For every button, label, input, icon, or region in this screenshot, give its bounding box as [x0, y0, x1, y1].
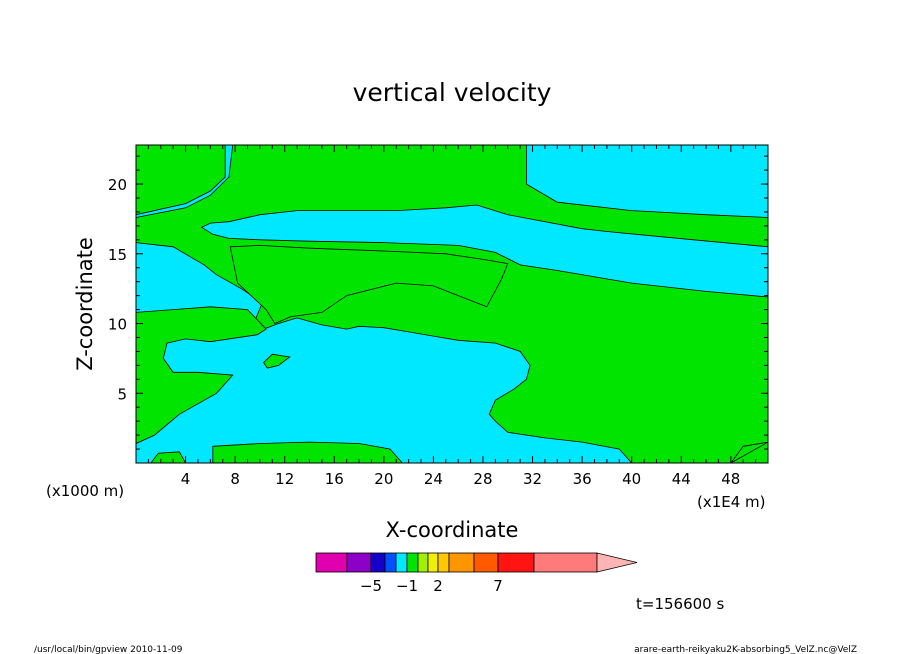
y-tick-label: 5 — [117, 385, 127, 403]
x-tick-label: 40 — [622, 470, 641, 488]
y-tick-label: 10 — [108, 316, 127, 334]
y-tick-label: 15 — [108, 246, 127, 264]
chart-title: vertical velocity — [353, 78, 552, 107]
x-tick-label: 28 — [473, 470, 492, 488]
colorbar-segment — [346, 552, 372, 573]
contour-region-0-2 — [136, 145, 226, 216]
colorbar-segment — [417, 552, 429, 573]
colorbar-segment — [370, 552, 386, 573]
colorbar-segment — [533, 552, 598, 573]
x-tick-label: 12 — [275, 470, 294, 488]
x-tick-label: 48 — [721, 470, 740, 488]
contour-region-0-4 — [150, 451, 187, 463]
x-tick-label: 20 — [374, 470, 393, 488]
colorbar-tick-label: −5 — [360, 577, 382, 595]
contour-region-0-5 — [263, 353, 291, 369]
x-axis-ticks: 4 8 12 16 20 24 28 32 36 40 44 48 — [147, 145, 757, 488]
x-tick-label: 24 — [424, 470, 443, 488]
colorbar-segment — [406, 552, 419, 573]
colorbar-segment — [427, 552, 439, 573]
colorbar-segment — [384, 552, 397, 573]
footer-left-note: /usr/local/bin/gpview 2010-11-09 — [34, 645, 183, 654]
y-axis-label: Z-coordinate — [73, 237, 97, 371]
x-axis-unit: (x1E4 m) — [697, 493, 766, 511]
x-tick-label: 8 — [230, 470, 240, 488]
y-axis-ticks: 5 10 15 20 — [108, 155, 768, 450]
colorbar-segment — [497, 552, 535, 573]
colorbar-tick-label: 2 — [433, 577, 443, 595]
colorbar: −5 −1 2 7 — [315, 552, 638, 595]
x-tick-label: 44 — [672, 470, 691, 488]
colorbar-segment — [437, 552, 450, 573]
colorbar-tick-label: −1 — [396, 577, 418, 595]
colorbar-segment — [473, 552, 499, 573]
time-label: t=156600 s — [636, 595, 724, 613]
contour-region-0-1 — [136, 306, 267, 444]
colorbar-extension-arrow — [596, 552, 638, 573]
colorbar-segment — [448, 552, 475, 573]
y-axis-unit: (x1000 m) — [46, 482, 124, 500]
contour-region-0-6 — [229, 244, 509, 325]
y-tick-label: 20 — [108, 176, 127, 194]
x-tick-label: 36 — [573, 470, 592, 488]
x-tick-label: 16 — [325, 470, 344, 488]
footer-right-note: arare-earth-reikyaku2K-absorbing5_VelZ.n… — [634, 645, 857, 654]
colorbar-tick-label: 7 — [493, 577, 503, 595]
colorbar-segment — [395, 552, 408, 573]
x-tick-label: 32 — [523, 470, 542, 488]
plot-frame — [135, 144, 769, 464]
x-tick-label: 4 — [181, 470, 191, 488]
colorbar-segment — [315, 552, 348, 573]
contour-region-0-3 — [212, 441, 403, 463]
x-axis-label: X-coordinate — [386, 518, 519, 542]
